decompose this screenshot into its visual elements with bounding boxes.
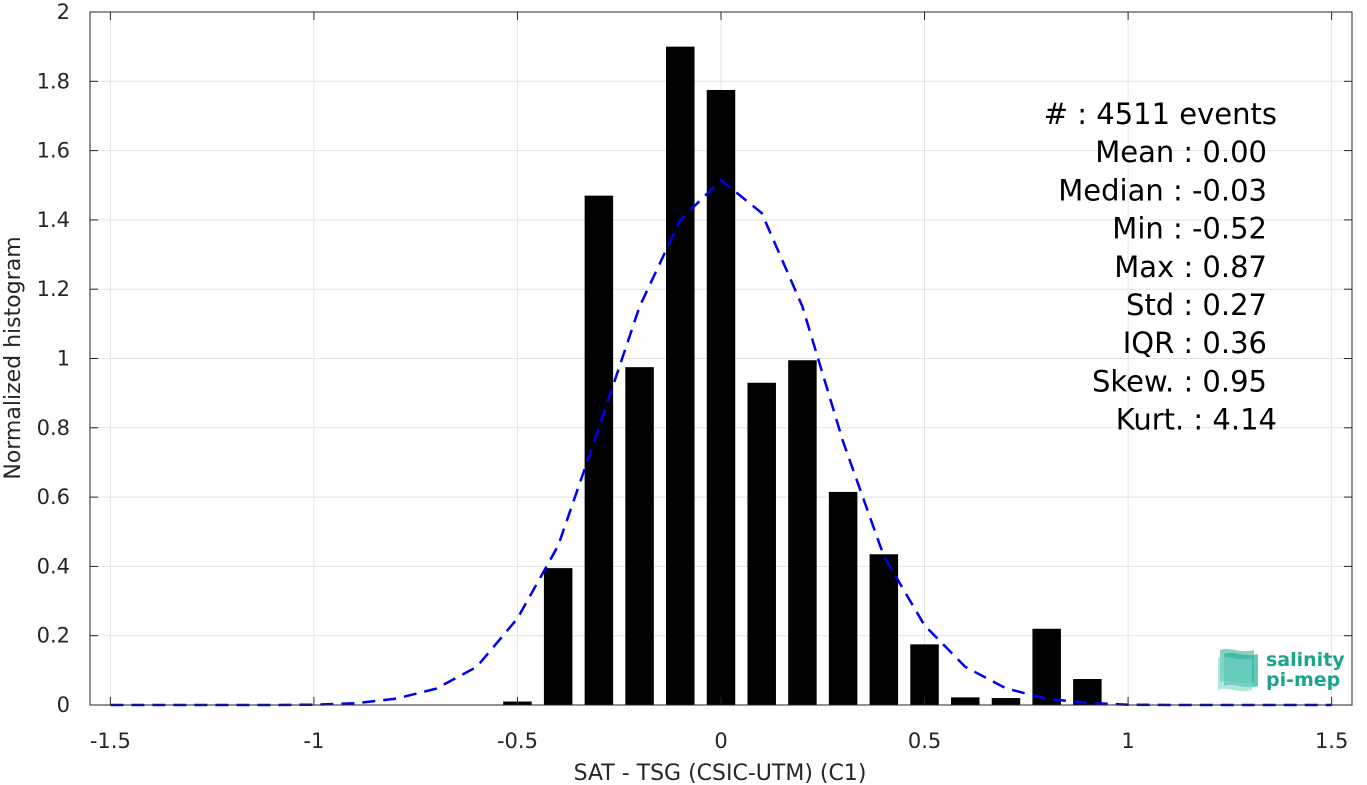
salinity-pi-mep-logo: salinity pi-mep bbox=[1218, 648, 1345, 692]
logo-line-1: salinity bbox=[1266, 649, 1345, 671]
stat-line: # : 4511 events bbox=[1044, 97, 1277, 131]
stat-line: Skew. : 0.95 bbox=[1092, 364, 1267, 398]
y-tick-label: 2 bbox=[57, 0, 70, 24]
y-tick-label: 1.4 bbox=[37, 208, 70, 232]
histogram-bar bbox=[1032, 628, 1061, 705]
stat-line: Min : -0.52 bbox=[1112, 212, 1267, 246]
stat-line: Kurt. : 4.14 bbox=[1116, 403, 1277, 437]
histogram-bars bbox=[503, 46, 1102, 705]
histogram-bar bbox=[991, 698, 1021, 705]
stat-line: IQR : 0.36 bbox=[1123, 326, 1267, 360]
y-tick-label: 0.6 bbox=[37, 485, 70, 509]
x-tick-label: 0 bbox=[714, 729, 727, 753]
y-tick-label: 1.6 bbox=[37, 139, 70, 163]
histogram-bar bbox=[828, 491, 858, 705]
y-tick-label: 0 bbox=[57, 693, 70, 717]
y-tick-label: 0.2 bbox=[37, 624, 70, 648]
y-tick-label: 0.4 bbox=[37, 554, 70, 578]
histogram-bar bbox=[584, 195, 614, 705]
y-tick-label: 1.2 bbox=[37, 277, 70, 301]
histogram-bar bbox=[869, 554, 899, 705]
histogram-bar bbox=[666, 46, 695, 705]
histogram-bar bbox=[910, 644, 939, 705]
x-tick-label: -0.5 bbox=[497, 729, 538, 753]
axis-ticks bbox=[90, 11, 1352, 706]
y-tick-label: 1 bbox=[57, 347, 70, 371]
histogram-bar bbox=[788, 360, 817, 705]
stat-line: Max : 0.87 bbox=[1114, 250, 1267, 284]
y-tick-label: 1.8 bbox=[37, 69, 70, 93]
y-tick-label: 0.8 bbox=[37, 416, 70, 440]
statistics-box: # : 4511 events Mean : 0.00 Median : -0.03… bbox=[1044, 97, 1277, 437]
histogram-bar bbox=[1073, 679, 1102, 705]
histogram-bar bbox=[706, 89, 736, 705]
histogram-bar bbox=[625, 367, 654, 705]
x-tick-label: 1 bbox=[1121, 729, 1134, 753]
stat-line: Median : -0.03 bbox=[1058, 173, 1267, 207]
histogram-bar bbox=[951, 697, 980, 705]
wave-logo-icon bbox=[1218, 648, 1258, 692]
x-tick-label: 1.5 bbox=[1315, 729, 1348, 753]
x-tick-label: -1.5 bbox=[90, 729, 131, 753]
x-tick-label: -1 bbox=[303, 729, 324, 753]
y-tick-labels: 0 0.2 0.4 0.6 0.8 1 1.2 1.4 1.6 1.8 2 bbox=[37, 0, 70, 717]
logo-line-2: pi-mep bbox=[1266, 669, 1340, 691]
stat-line: Mean : 0.00 bbox=[1095, 135, 1267, 169]
histogram-bar bbox=[543, 568, 573, 705]
histogram-bar bbox=[747, 382, 776, 705]
x-tick-labels: -1.5 -1 -0.5 0 0.5 1 1.5 bbox=[90, 729, 1348, 753]
x-tick-label: 0.5 bbox=[908, 729, 941, 753]
y-axis-label: Normalized histogram bbox=[1, 236, 26, 479]
stat-line: Std : 0.27 bbox=[1126, 288, 1267, 322]
x-axis-label: SAT - TSG (CSIC-UTM) (C1) bbox=[574, 761, 867, 785]
